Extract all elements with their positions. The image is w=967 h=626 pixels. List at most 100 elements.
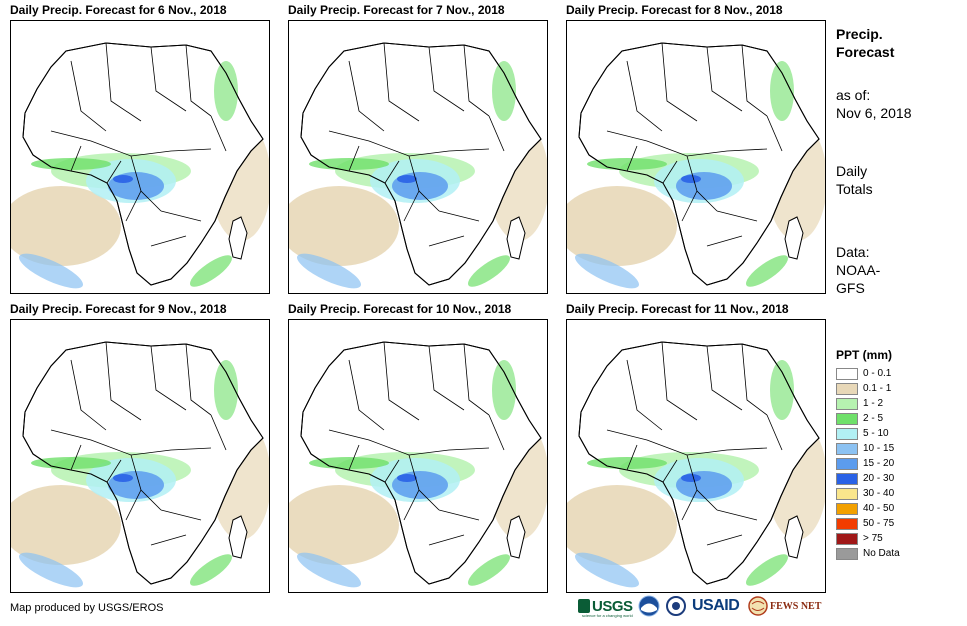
source-line: NOAA- (836, 262, 881, 278)
country-border (681, 489, 698, 521)
precip-map (288, 20, 548, 294)
sidebar-asof: as of: Nov 6, 2018 (836, 86, 912, 122)
country-border (766, 414, 783, 451)
coastal-rain (309, 457, 389, 469)
panel-title: Daily Precip. Forecast for 8 Nov., 2018 (566, 3, 783, 17)
southeast-rain (468, 554, 510, 586)
precip-map (288, 319, 548, 593)
country-border (438, 210, 480, 222)
rain-core (113, 474, 133, 482)
dry-ocean-area (567, 485, 677, 565)
country-border (150, 534, 187, 546)
legend-item: 30 - 40 (836, 487, 894, 502)
nile-rain (770, 61, 794, 121)
dos-seal (666, 594, 688, 618)
country-border (488, 414, 505, 451)
legend-swatch (836, 548, 858, 560)
country-border (706, 46, 743, 112)
legend-label: 1 - 2 (863, 398, 884, 409)
legend-item: 50 - 75 (836, 517, 894, 532)
country-border (716, 509, 758, 521)
precip-map (10, 319, 270, 593)
legend-item: 0.1 - 1 (836, 382, 892, 397)
country-border (70, 444, 82, 471)
legend-item: 15 - 20 (836, 457, 894, 472)
asof-date: Nov 6, 2018 (836, 105, 912, 121)
nile-rain (492, 360, 516, 420)
country-border (348, 145, 360, 172)
legend-item: 10 - 15 (836, 442, 895, 457)
country-border (348, 444, 360, 471)
type-line: Totals (836, 181, 873, 197)
country-border (662, 160, 678, 184)
seal-icon (666, 596, 686, 616)
legend-swatch (836, 533, 858, 545)
southeast-rain (468, 255, 510, 287)
southeast-rain (746, 255, 788, 287)
coastline (22, 42, 264, 286)
dry-ocean-area (11, 186, 121, 266)
country-border (160, 509, 202, 521)
africa-map-svg (567, 341, 825, 588)
legend-swatch (836, 398, 858, 410)
coastal-rain (31, 457, 111, 469)
map-credit: Map produced by USGS/EROS (10, 602, 164, 614)
country-border (70, 60, 107, 132)
legend-swatch (836, 458, 858, 470)
coastline (300, 341, 542, 585)
precip-map (566, 20, 826, 294)
heading-line: Forecast (836, 44, 895, 60)
madagascar (784, 216, 804, 260)
country-border (626, 359, 663, 431)
country-border (106, 160, 122, 184)
heading-line: Precip. (836, 26, 883, 42)
country-border (706, 534, 743, 546)
coastal-rain (587, 158, 667, 170)
country-border (185, 44, 212, 117)
legend-swatch (836, 503, 858, 515)
country-border (150, 235, 187, 247)
coastline (578, 341, 820, 585)
country-border (348, 359, 385, 431)
usgs-logo: USGS (578, 594, 634, 618)
legend-swatch (836, 443, 858, 455)
legend-item: > 75 (836, 532, 892, 547)
country-border (626, 60, 663, 132)
country-border (403, 489, 420, 521)
country-border (105, 341, 142, 421)
country-border (210, 414, 227, 451)
africa-map-svg (289, 341, 547, 588)
country-border (428, 235, 465, 247)
country-border (150, 345, 187, 411)
coastal-rain (309, 158, 389, 170)
country-border (185, 343, 212, 416)
legend-item: 1 - 2 (836, 397, 892, 412)
precip-map (566, 319, 826, 593)
legend-label: 0 - 0.1 (863, 368, 892, 379)
noaa-logo (638, 594, 662, 618)
country-border (106, 459, 122, 483)
country-border (681, 190, 698, 222)
legend-label: 10 - 15 (863, 443, 895, 454)
country-border (706, 235, 743, 247)
legend-item: No Data (836, 547, 900, 562)
country-border (70, 359, 107, 431)
country-border (741, 44, 768, 117)
panel-title: Daily Precip. Forecast for 7 Nov., 2018 (288, 3, 505, 17)
source-label: Data: (836, 244, 870, 260)
type-line: Daily (836, 163, 868, 179)
rain-core (681, 474, 701, 482)
rain-core (397, 474, 417, 482)
panel-title: Daily Precip. Forecast for 9 Nov., 2018 (10, 302, 227, 316)
legend-label: > 75 (863, 533, 883, 544)
country-border (463, 343, 490, 416)
southern-ocean-rain (296, 552, 362, 588)
legend-swatch (836, 473, 858, 485)
africa-map-svg (11, 341, 269, 588)
legend-swatch (836, 488, 858, 500)
country-border (626, 444, 638, 471)
sidebar-source: Data: NOAA- GFS (836, 243, 880, 297)
legend-item: 40 - 50 (836, 502, 894, 517)
country-border (383, 42, 420, 122)
country-border (706, 345, 743, 411)
